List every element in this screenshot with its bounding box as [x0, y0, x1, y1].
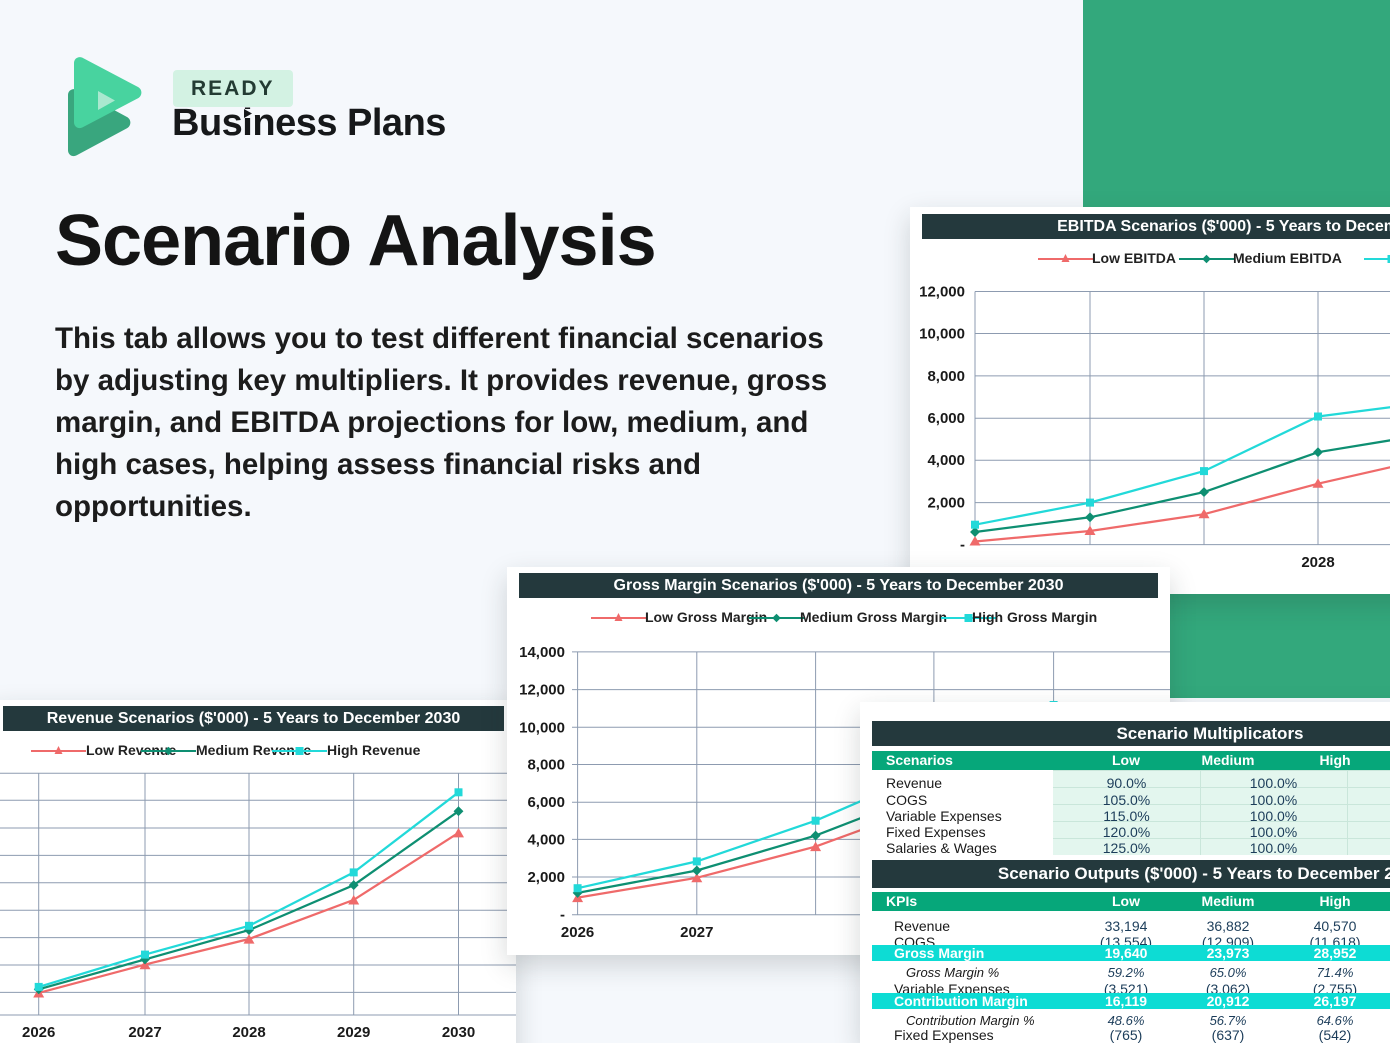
svg-text:4,000: 4,000 — [527, 831, 565, 848]
svg-text:6,000: 6,000 — [927, 410, 965, 427]
svg-text:2029: 2029 — [337, 1024, 370, 1041]
svg-text:2,000: 2,000 — [927, 495, 965, 512]
svg-text:2028: 2028 — [232, 1024, 265, 1041]
svg-text:14,000: 14,000 — [519, 644, 565, 661]
svg-text:10,000: 10,000 — [919, 326, 965, 343]
svg-text:-: - — [960, 537, 965, 554]
svg-text:2,000: 2,000 — [527, 869, 565, 886]
svg-text:2028: 2028 — [1301, 554, 1334, 571]
svg-text:2027: 2027 — [680, 924, 713, 941]
svg-text:6,000: 6,000 — [527, 794, 565, 811]
svg-text:8,000: 8,000 — [527, 757, 565, 774]
svg-text:8,000: 8,000 — [927, 368, 965, 385]
svg-text:2026: 2026 — [561, 924, 594, 941]
svg-text:12,000: 12,000 — [919, 284, 965, 301]
svg-text:10,000: 10,000 — [519, 719, 565, 736]
svg-text:-: - — [560, 907, 565, 924]
svg-text:2026: 2026 — [22, 1024, 55, 1041]
svg-text:2027: 2027 — [128, 1024, 161, 1041]
svg-text:4,000: 4,000 — [927, 452, 965, 469]
svg-text:2030: 2030 — [442, 1024, 475, 1041]
svg-text:12,000: 12,000 — [519, 682, 565, 699]
